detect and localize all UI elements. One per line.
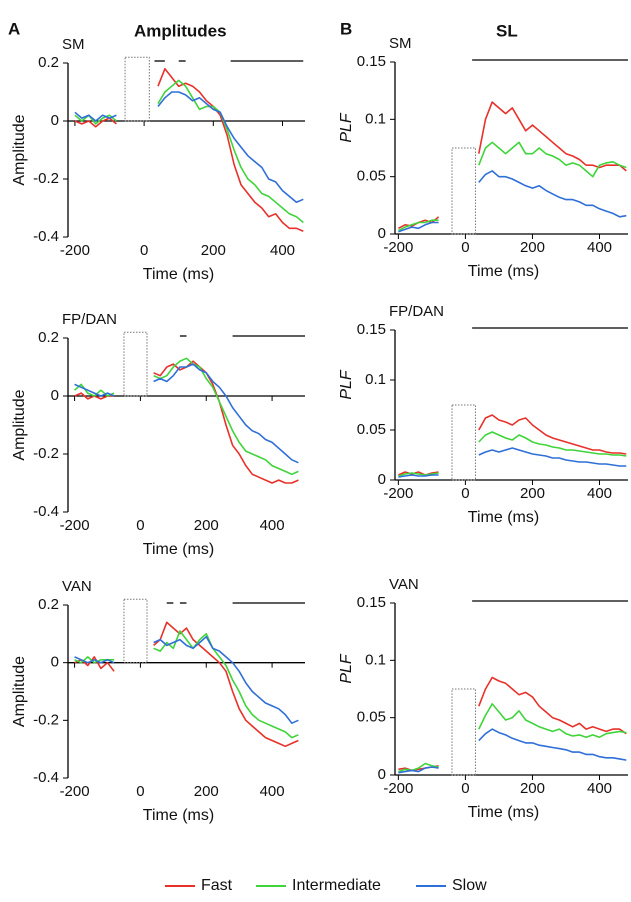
y-tick-label: -0.4 (33, 769, 59, 786)
panel-title: SL (496, 21, 518, 40)
y-tick-label: -0.4 (33, 228, 59, 245)
y-tick-label: 0.2 (38, 329, 59, 346)
y-tick-label: 0.15 (357, 321, 386, 338)
series-line (74, 91, 304, 203)
x-tick-label: 200 (194, 783, 219, 800)
series-line (398, 414, 627, 476)
x-tick-label: 0 (461, 780, 469, 797)
x-tick-label: 0 (136, 783, 144, 800)
y-tick-label: 0 (51, 112, 59, 129)
series-line (398, 703, 627, 773)
x-axis-label: Time (ms) (143, 266, 214, 283)
x-tick-label: -200 (383, 239, 413, 256)
x-axis-label: Time (ms) (468, 263, 539, 280)
x-tick-label: 400 (587, 485, 612, 502)
x-tick-label: 0 (136, 517, 144, 534)
y-tick-label: 0.05 (357, 421, 386, 438)
x-tick-label: -200 (383, 780, 413, 797)
y-tick-label: 0 (51, 387, 59, 404)
y-axis-label: Amplitude (11, 389, 28, 460)
y-tick-label: 0.2 (38, 54, 59, 71)
x-tick-label: 200 (520, 239, 545, 256)
x-tick-label: 400 (260, 517, 285, 534)
y-tick-label: 0.1 (365, 651, 386, 668)
stimulus-box (123, 598, 148, 664)
legend-label: Fast (201, 877, 233, 894)
y-axis-label: PLF (338, 369, 355, 400)
x-tick-label: 200 (194, 517, 219, 534)
stimulus-box (123, 331, 148, 397)
series-line (398, 101, 627, 230)
series-line (74, 79, 304, 224)
y-tick-label: 0.05 (357, 709, 386, 726)
stimulus-box (451, 688, 476, 776)
y-tick-label: 0 (378, 471, 386, 488)
y-tick-label: 0.1 (365, 110, 386, 127)
panel-title: Amplitudes (134, 21, 227, 40)
y-tick-label: 0.15 (357, 53, 386, 70)
y-tick-label: 0.05 (357, 168, 386, 185)
x-tick-label: 200 (201, 242, 226, 259)
stimulus-box (451, 147, 476, 235)
legend-label: Intermediate (292, 877, 381, 894)
series-line (398, 141, 627, 232)
series-line (74, 635, 299, 724)
series-line (398, 170, 627, 233)
x-tick-label: 200 (520, 780, 545, 797)
y-tick-label: -0.4 (33, 503, 59, 520)
chart-title: FP/DAN (389, 303, 444, 320)
y-tick-label: 0 (378, 766, 386, 783)
chart-title: SM (62, 36, 85, 53)
series-line (398, 447, 627, 478)
y-axis-label: PLF (338, 653, 355, 684)
series-line (74, 360, 299, 484)
legend-label: Slow (452, 877, 487, 894)
y-tick-label: 0.1 (365, 371, 386, 388)
x-axis-label: Time (ms) (143, 807, 214, 824)
y-axis-label: PLF (338, 112, 355, 143)
chart-title: FP/DAN (62, 311, 117, 328)
x-tick-label: 200 (520, 485, 545, 502)
stimulus-box (124, 56, 150, 122)
x-tick-label: 0 (140, 242, 148, 259)
chart-title: VAN (389, 576, 419, 593)
x-axis-label: Time (ms) (468, 804, 539, 821)
x-tick-label: -200 (60, 783, 90, 800)
x-tick-label: -200 (383, 485, 413, 502)
x-tick-label: 400 (587, 780, 612, 797)
series-line (398, 728, 627, 774)
chart-title: SM (389, 35, 412, 52)
y-tick-label: -0.2 (33, 170, 59, 187)
series-line (74, 357, 299, 476)
x-tick-label: 0 (461, 485, 469, 502)
y-tick-label: -0.2 (33, 711, 59, 728)
y-tick-label: 0.15 (357, 594, 386, 611)
y-tick-label: -0.2 (33, 445, 59, 462)
x-tick-label: 0 (461, 239, 469, 256)
panel-label: A (8, 19, 20, 38)
x-tick-label: 400 (270, 242, 295, 259)
x-tick-label: -200 (60, 517, 90, 534)
stimulus-box (451, 404, 476, 481)
series-line (398, 676, 627, 772)
x-tick-label: -200 (60, 242, 90, 259)
series-line (74, 363, 299, 464)
y-axis-label: Amplitude (11, 114, 28, 185)
x-axis-label: Time (ms) (143, 541, 214, 558)
y-tick-label: 0.2 (38, 596, 59, 613)
panel-label: B (340, 19, 352, 38)
x-tick-label: 400 (260, 783, 285, 800)
y-axis-label: Amplitude (11, 656, 28, 727)
y-tick-label: 0 (51, 654, 59, 671)
series-line (74, 630, 299, 739)
y-tick-label: 0 (378, 225, 386, 242)
x-axis-label: Time (ms) (468, 509, 539, 526)
x-tick-label: 400 (587, 239, 612, 256)
series-line (398, 431, 627, 477)
chart-title: VAN (62, 578, 92, 595)
